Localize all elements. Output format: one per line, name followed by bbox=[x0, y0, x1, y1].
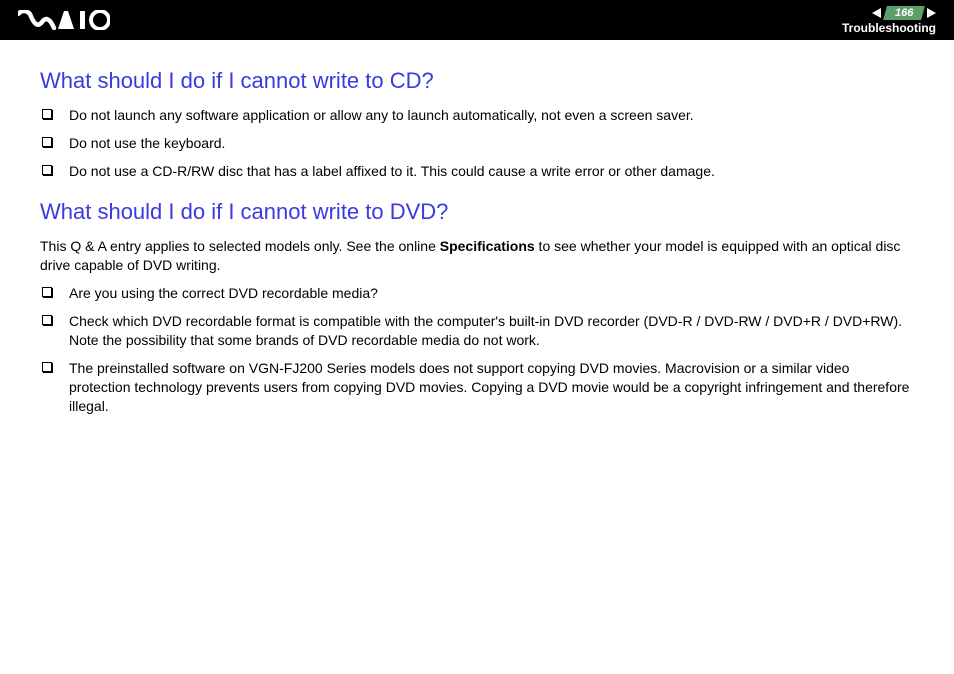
header-right: 166 Troubleshooting bbox=[842, 6, 936, 35]
bullet-icon bbox=[42, 287, 52, 297]
bullet-icon bbox=[42, 315, 52, 325]
list-item: Do not use a CD-R/RW disc that has a lab… bbox=[40, 162, 914, 181]
intro-pre: This Q & A entry applies to selected mod… bbox=[40, 238, 440, 254]
next-page-arrow-icon[interactable] bbox=[927, 8, 936, 18]
heading-dvd: What should I do if I cannot write to DV… bbox=[40, 199, 914, 225]
list-item: Do not use the keyboard. bbox=[40, 134, 914, 153]
intro-bold: Specifications bbox=[440, 238, 535, 254]
bullet-text: The preinstalled software on VGN-FJ200 S… bbox=[69, 359, 914, 416]
bullet-icon bbox=[42, 137, 52, 147]
list-item: Check which DVD recordable format is com… bbox=[40, 312, 914, 350]
list-item: The preinstalled software on VGN-FJ200 S… bbox=[40, 359, 914, 416]
vaio-logo bbox=[18, 10, 110, 30]
page-number: 166 bbox=[895, 7, 913, 19]
bullet-text: Do not launch any software application o… bbox=[69, 106, 694, 125]
cd-bullet-list: Do not launch any software application o… bbox=[40, 106, 914, 181]
bullet-icon bbox=[42, 109, 52, 119]
prev-page-arrow-icon[interactable] bbox=[872, 8, 881, 18]
bullet-icon bbox=[42, 362, 52, 372]
vaio-logo-svg bbox=[18, 10, 110, 30]
bullet-text: Do not use the keyboard. bbox=[69, 134, 225, 153]
dvd-bullet-list: Are you using the correct DVD recordable… bbox=[40, 284, 914, 415]
bullet-text: Are you using the correct DVD recordable… bbox=[69, 284, 378, 303]
list-item: Are you using the correct DVD recordable… bbox=[40, 284, 914, 303]
heading-cd: What should I do if I cannot write to CD… bbox=[40, 68, 914, 94]
section-dvd: What should I do if I cannot write to DV… bbox=[40, 199, 914, 416]
bullet-text: Check which DVD recordable format is com… bbox=[69, 312, 914, 350]
bullet-icon bbox=[42, 165, 52, 175]
page-header: 166 Troubleshooting bbox=[0, 0, 954, 40]
page-navigation: 166 bbox=[872, 6, 936, 20]
section-label: Troubleshooting bbox=[842, 21, 936, 35]
list-item: Do not launch any software application o… bbox=[40, 106, 914, 125]
dvd-intro-paragraph: This Q & A entry applies to selected mod… bbox=[40, 237, 914, 275]
page-content: What should I do if I cannot write to CD… bbox=[0, 40, 954, 416]
bullet-text: Do not use a CD-R/RW disc that has a lab… bbox=[69, 162, 715, 181]
page-number-box: 166 bbox=[883, 6, 925, 20]
